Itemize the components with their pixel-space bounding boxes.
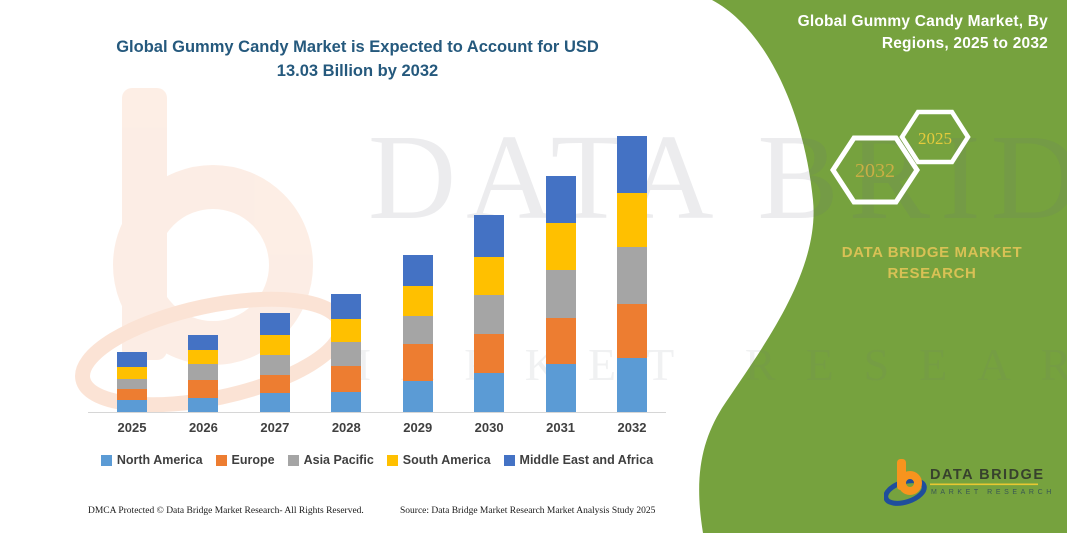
legend-item-europe: Europe bbox=[215, 453, 275, 467]
bar-segment-2029-europe bbox=[402, 344, 433, 382]
x-axis-label-2025: 2025 bbox=[117, 420, 147, 435]
x-axis-label-2030: 2030 bbox=[474, 420, 504, 435]
side-panel-caption-line2: RESEARCH bbox=[887, 265, 977, 282]
legend-label: Middle East and Africa bbox=[519, 453, 654, 467]
bar-segment-2030-europe bbox=[474, 334, 505, 373]
legend-label: North America bbox=[116, 453, 203, 467]
legend: North America Europe Asia Pacific South Ame… bbox=[88, 453, 666, 467]
legend-swatch-icon bbox=[503, 454, 515, 466]
chart-title: Global Gummy Candy Market is Expected to… bbox=[85, 36, 630, 84]
x-axis: 2025 2026 2027 2028 2029 2030 2031 2032 bbox=[88, 420, 666, 440]
bar-segment-2031-europe bbox=[545, 317, 576, 365]
side-panel-title: Global Gummy Candy Market, By Regions, 2… bbox=[750, 11, 1048, 56]
bar-segment-2030-north-america bbox=[474, 373, 505, 412]
x-axis-label-2029: 2029 bbox=[403, 420, 433, 435]
chart-title-line2: 13.03 Billion by 2032 bbox=[276, 61, 439, 80]
legend-swatch-icon bbox=[100, 454, 112, 466]
hexagon-2032 bbox=[830, 135, 920, 205]
hexagon-2025-label: 2025 bbox=[918, 129, 952, 148]
bar-segment-2030-south-america bbox=[474, 256, 505, 295]
bar-segment-2031-south-america bbox=[545, 222, 576, 270]
brand-logo: DATA BRIDGE MARKET RESEARCH bbox=[884, 459, 1055, 506]
legend-item-asia-pacific: Asia Pacific bbox=[287, 453, 374, 467]
logo-b-bowl-icon bbox=[898, 471, 922, 495]
bar-2029 bbox=[402, 255, 433, 412]
side-panel-caption-line1: DATA BRIDGE MARKET bbox=[841, 244, 1023, 261]
green-panel-shape bbox=[699, 0, 1067, 533]
x-axis-label-2028: 2028 bbox=[331, 420, 361, 435]
side-panel-title-line2: Regions, 2025 to 2032 bbox=[881, 35, 1048, 53]
footer-source: Source: Data Bridge Market Research Mark… bbox=[400, 506, 656, 516]
legend-item-south-america: South America bbox=[386, 453, 491, 467]
bar-segment-2032-south-america bbox=[617, 192, 647, 248]
legend-swatch-icon bbox=[215, 454, 227, 466]
bar-segment-2029-asia-pacific bbox=[402, 316, 433, 345]
bar-segment-2031-middle-east-and-africa bbox=[545, 175, 576, 223]
x-axis-label-2026: 2026 bbox=[188, 420, 218, 435]
legend-label: Europe bbox=[231, 453, 275, 467]
bar-2031 bbox=[545, 175, 576, 412]
bar-segment-2032-north-america bbox=[617, 358, 647, 412]
bar-2032 bbox=[617, 135, 647, 412]
x-axis-label-2032: 2032 bbox=[617, 420, 647, 435]
legend-item-middle-east-and-africa: Middle East and Africa bbox=[503, 453, 654, 467]
hexagon-2032-label: 2032 bbox=[855, 160, 895, 182]
bar-segment-2032-middle-east-and-africa bbox=[617, 135, 647, 193]
logo-subtitle: MARKET RESEARCH bbox=[931, 489, 1055, 496]
footer-copyright: DMCA Protected © Data Bridge Market Rese… bbox=[88, 506, 364, 516]
bar-segment-2029-middle-east-and-africa bbox=[402, 255, 433, 286]
legend-item-north-america: North America bbox=[100, 453, 203, 467]
bar-segment-2029-north-america bbox=[402, 381, 433, 412]
bar-2030 bbox=[474, 214, 505, 412]
x-axis-label-2031: 2031 bbox=[546, 420, 576, 435]
chart-title-line1: Global Gummy Candy Market is Expected to… bbox=[116, 38, 599, 56]
bar-segment-2030-asia-pacific bbox=[474, 294, 505, 334]
legend-label: Asia Pacific bbox=[303, 453, 374, 467]
legend-swatch-icon bbox=[386, 454, 398, 466]
bar-segment-2032-europe bbox=[617, 304, 647, 358]
bar-segment-2032-asia-pacific bbox=[617, 247, 647, 304]
bar-segment-2031-north-america bbox=[545, 364, 576, 412]
bar-segment-2030-middle-east-and-africa bbox=[474, 214, 505, 257]
side-panel-caption: DATA BRIDGE MARKET RESEARCH bbox=[812, 242, 1052, 284]
legend-label: South America bbox=[402, 453, 491, 467]
legend-swatch-icon bbox=[287, 454, 299, 466]
logo-underline bbox=[930, 483, 1038, 486]
logo-title: DATA BRIDGE bbox=[930, 467, 1045, 483]
bar-segment-2031-asia-pacific bbox=[545, 269, 576, 318]
x-axis-label-2027: 2027 bbox=[260, 420, 290, 435]
hexagon-2025 bbox=[899, 109, 971, 165]
side-panel-title-line1: Global Gummy Candy Market, By bbox=[797, 13, 1048, 30]
bar-segment-2029-south-america bbox=[402, 285, 433, 317]
